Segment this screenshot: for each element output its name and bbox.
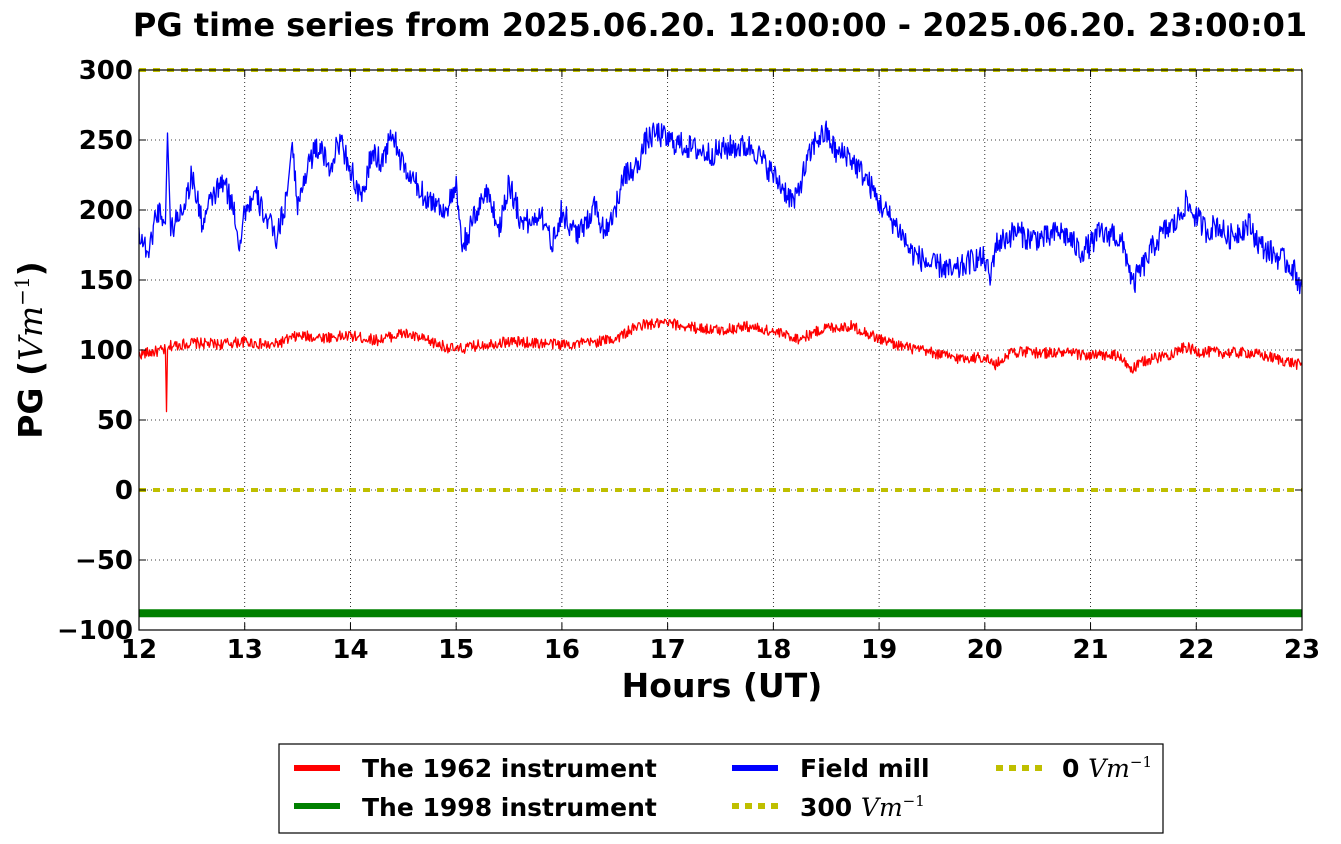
x-tick-label: 23	[1284, 635, 1320, 665]
y-axis-label-prefix: PG (	[11, 361, 50, 439]
svg-text:PG (Vm−1): PG (Vm−1)	[10, 261, 50, 439]
x-tick-label: 13	[227, 635, 263, 665]
legend-label-0-line: 0 Vm−1	[1062, 753, 1152, 783]
x-tick-label: 17	[650, 635, 686, 665]
legend-label-1998-instrument: The 1998 instrument	[362, 793, 657, 822]
ticks: 12 13 14 15 16 17 18 19 20 21 22 23 −100 −50 0 50 100 150…	[57, 56, 1320, 665]
y-axis-label-suffix: )	[11, 261, 50, 276]
x-tick-label: 21	[1072, 635, 1108, 665]
x-axis-label: Hours (UT)	[622, 666, 823, 705]
y-axis-label-exponent: −1	[10, 276, 34, 305]
x-tick-label: 22	[1178, 635, 1214, 665]
y-axis-label-unit: Vm	[11, 306, 50, 361]
x-tick-label: 14	[332, 635, 368, 665]
x-tick-label: 15	[438, 635, 474, 665]
y-tick-label: 200	[79, 196, 133, 226]
x-tick-label: 16	[544, 635, 580, 665]
x-tick-label: 18	[755, 635, 791, 665]
x-tick-label: 20	[967, 635, 1003, 665]
legend-label-1962-instrument: The 1962 instrument	[362, 754, 657, 783]
x-tick-label: 12	[121, 635, 157, 665]
y-tick-label: 300	[79, 56, 133, 86]
y-tick-label: 150	[79, 266, 133, 296]
legend-label-300-exponent: −1	[903, 792, 925, 810]
legend-label-0-number: 0	[1062, 754, 1079, 783]
y-tick-label: 0	[115, 476, 133, 506]
y-tick-label: −100	[57, 616, 133, 646]
y-tick-label: 50	[97, 406, 133, 436]
legend-label-300-number: 300	[800, 793, 852, 822]
legend-label-300-unit: Vm	[861, 793, 903, 822]
series-line-the-1962-instrument	[138, 318, 1303, 413]
series-line-field-mill	[138, 120, 1303, 295]
y-tick-label: −50	[75, 546, 133, 576]
y-tick-label: 100	[79, 336, 133, 366]
legend-label-0-exponent: −1	[1130, 753, 1152, 771]
chart-title: PG time series from 2025.06.20. 12:00:00…	[133, 6, 1307, 44]
legend-label-300-line: 300 Vm−1	[800, 792, 925, 822]
y-tick-label: 250	[79, 126, 133, 156]
legend-frame	[278, 743, 1164, 834]
legend: The 1962 instrument The 1998 instrument …	[278, 743, 1164, 834]
legend-label-field-mill: Field mill	[800, 754, 930, 783]
x-tick-label: 19	[861, 635, 897, 665]
y-axis-label: PG (Vm−1)	[10, 261, 50, 439]
legend-label-0-unit: Vm	[1088, 754, 1130, 783]
